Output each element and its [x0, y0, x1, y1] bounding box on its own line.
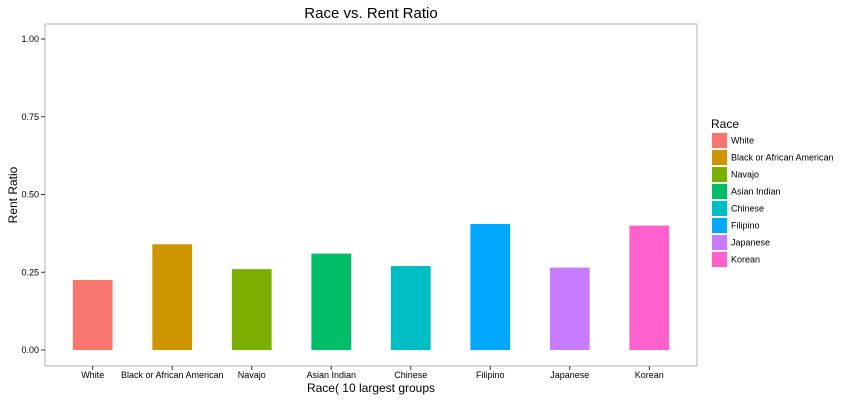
- bar: [549, 267, 590, 350]
- bar: [311, 253, 352, 350]
- legend-title: Race: [711, 117, 739, 131]
- y-tick-label: 1.00: [21, 34, 39, 44]
- y-tick-label: 0.50: [21, 190, 39, 200]
- x-tick-label: Chinese: [394, 370, 427, 380]
- legend-swatch: [712, 133, 727, 148]
- y-axis: 0.00 0.25 0.50 0.75 1.00: [21, 34, 45, 355]
- legend-swatch: [712, 252, 727, 267]
- chart-title: Race vs. Rent Ratio: [304, 5, 437, 22]
- x-axis-title: Race( 10 largest groups: [307, 381, 435, 395]
- legend-entry: Japanese: [731, 238, 770, 248]
- x-tick-label: Asian Indian: [306, 370, 356, 380]
- x-tick-label: Japanese: [550, 370, 589, 380]
- legend-swatch: [712, 218, 727, 233]
- legend-entry: Black or African American: [731, 153, 834, 163]
- legend-entry: Korean: [731, 255, 760, 265]
- y-tick-label: 0.25: [21, 267, 39, 277]
- x-tick-label: White: [81, 370, 104, 380]
- bar: [231, 269, 272, 350]
- y-tick-label: 0.00: [21, 345, 39, 355]
- legend-swatch: [712, 235, 727, 250]
- legend-swatch: [712, 184, 727, 199]
- legend-swatch: [712, 201, 727, 216]
- bar: [470, 224, 511, 350]
- y-axis-title: Rent Ratio: [6, 166, 20, 223]
- x-axis: White Black or African American Navajo Asia…: [81, 366, 664, 380]
- plot-panel: [44, 23, 698, 367]
- x-tick-label: Filipino: [476, 370, 505, 380]
- x-tick-label: Korean: [635, 370, 664, 380]
- bar: [390, 266, 431, 350]
- legend-swatch: [712, 150, 727, 165]
- bar: [629, 225, 670, 350]
- legend-swatch: [712, 167, 727, 182]
- x-tick-label: Black or African American: [121, 370, 224, 380]
- legend-entry: White: [731, 136, 754, 146]
- y-tick-label: 0.75: [21, 112, 39, 122]
- legend-entry: Filipino: [731, 221, 760, 231]
- legend-entry: Chinese: [731, 204, 764, 214]
- legend-entry: Asian Indian: [731, 187, 781, 197]
- legend: Race White Black or African American Navaj…: [710, 117, 834, 269]
- legend-entry: Navajo: [731, 170, 759, 180]
- x-tick-label: Navajo: [238, 370, 266, 380]
- bars: [72, 224, 670, 350]
- bar: [152, 244, 193, 350]
- bar: [72, 280, 113, 350]
